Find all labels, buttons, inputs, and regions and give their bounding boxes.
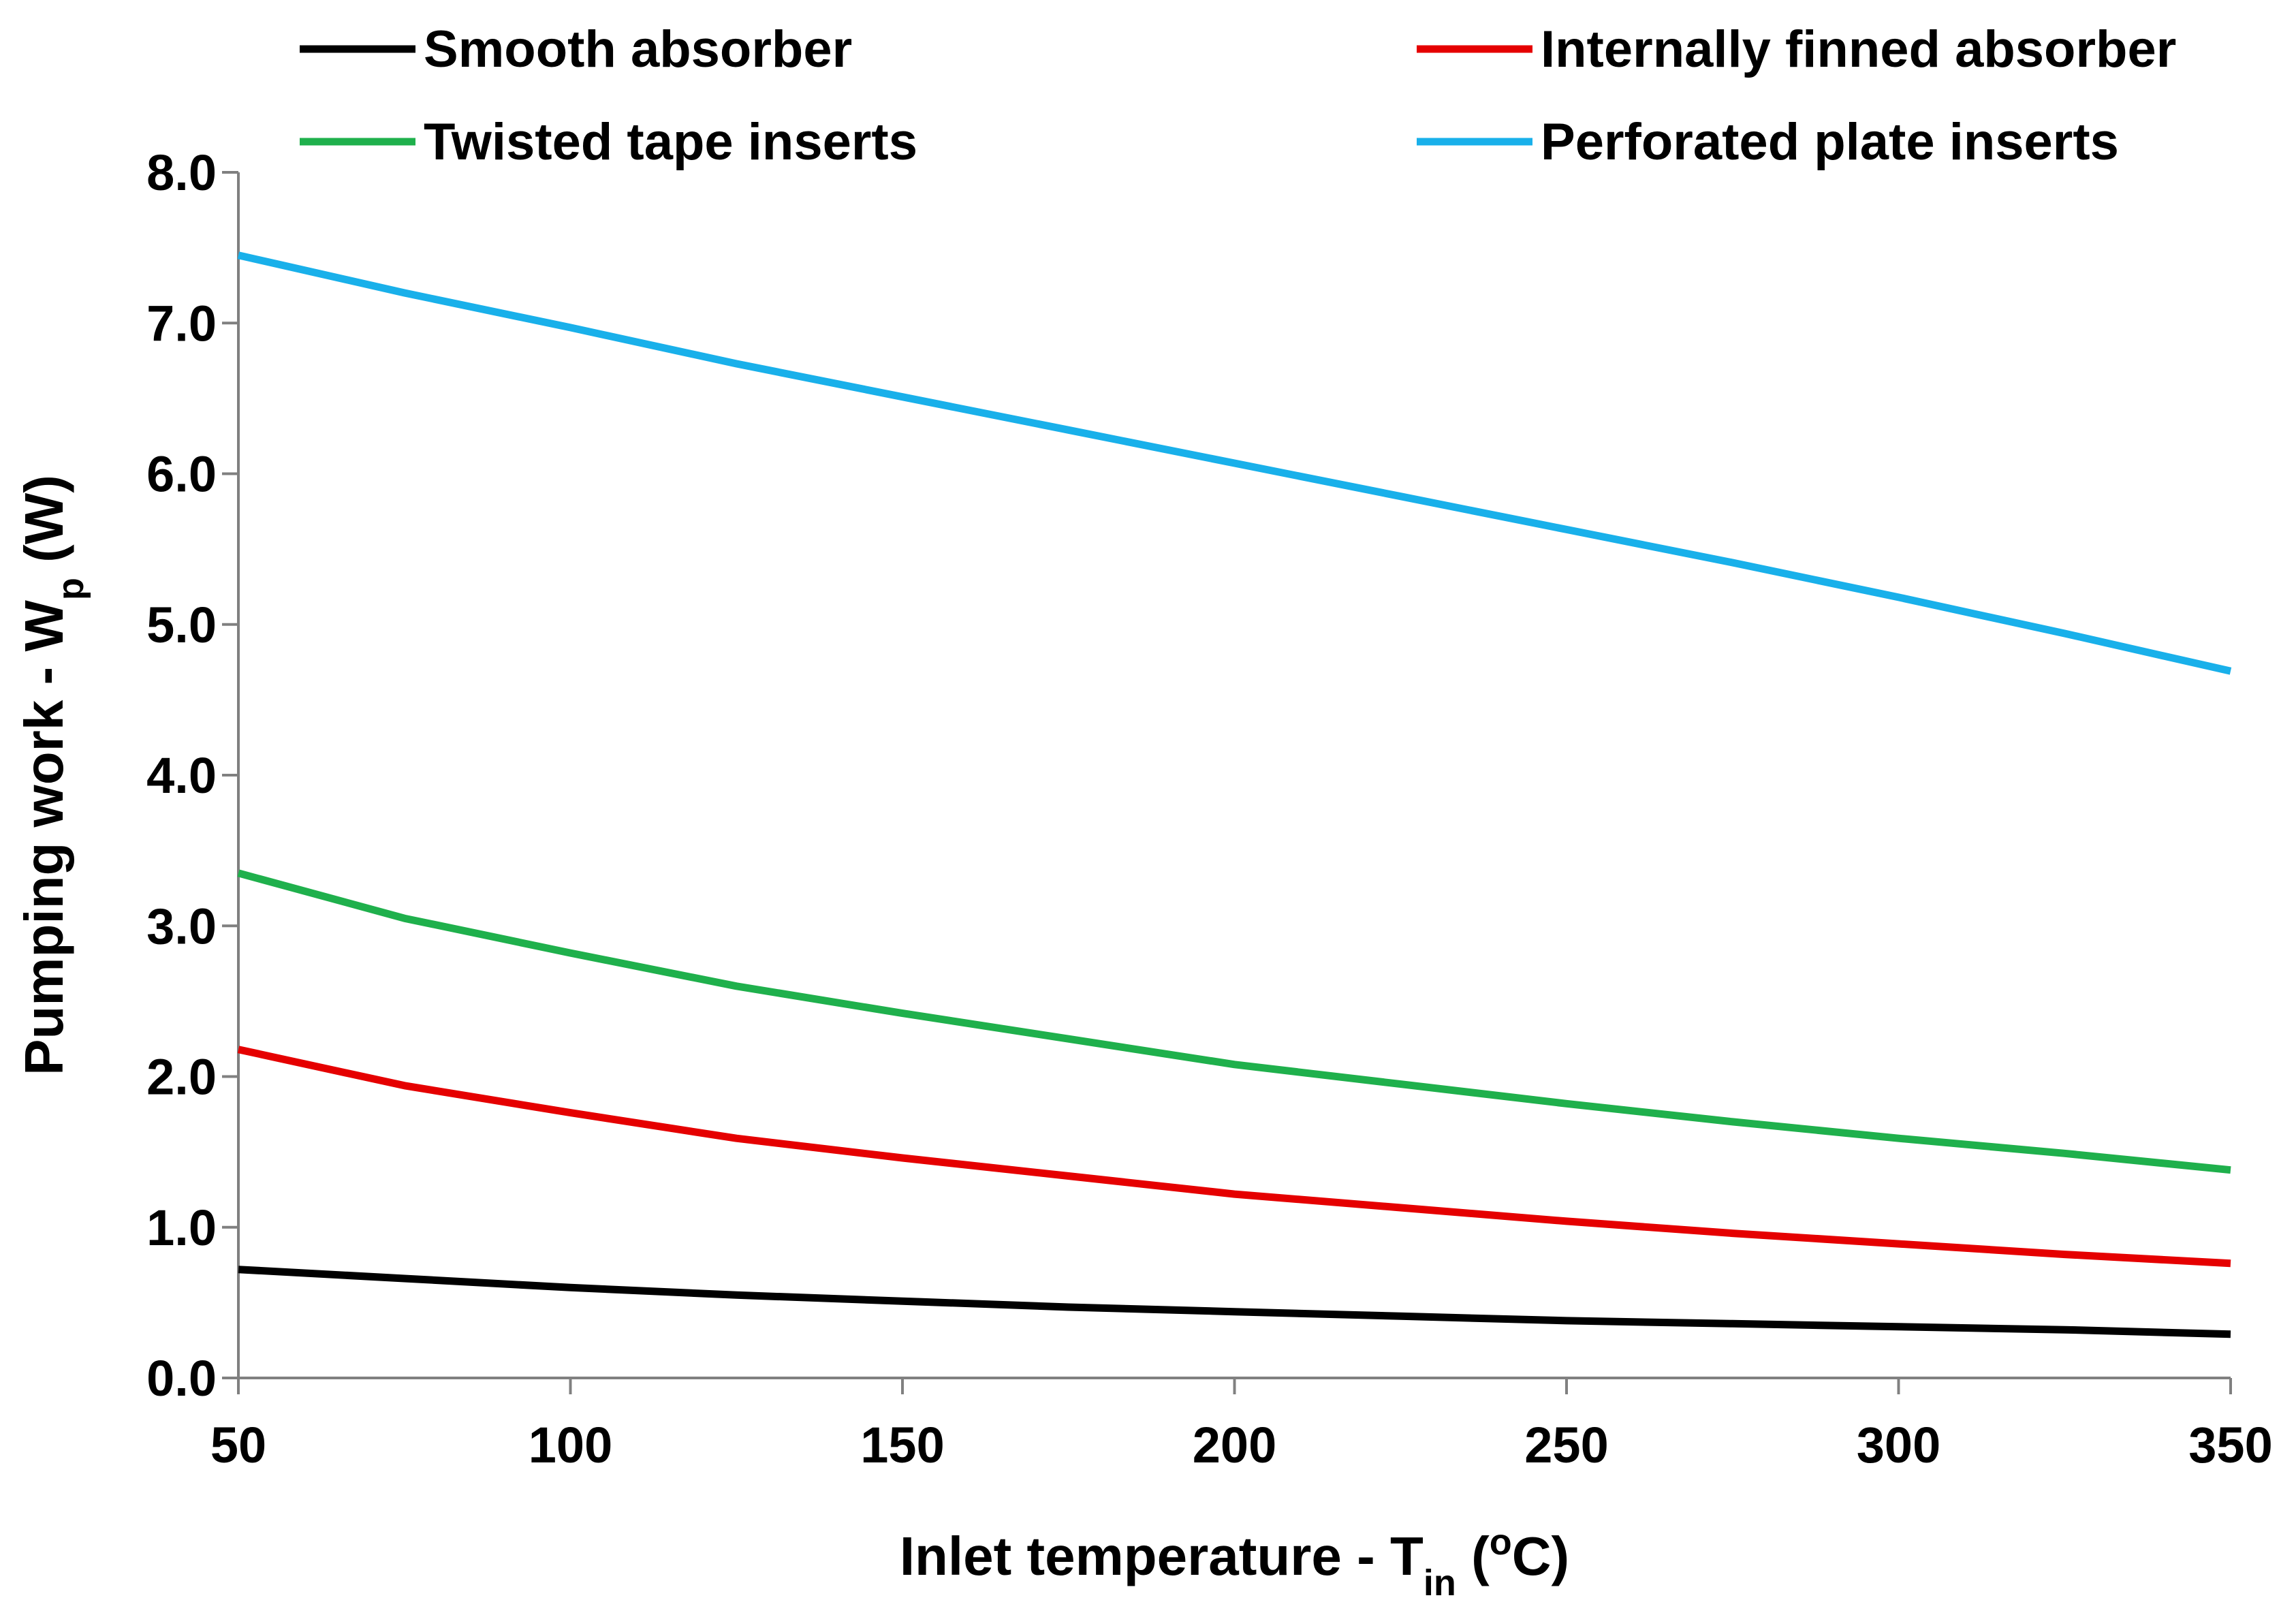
legend-label-perforated-plate-inserts: Perforated plate inserts	[1541, 113, 2119, 171]
x-axis: 50 100 150 200 250 300 350	[210, 1377, 2273, 1473]
y-tick-label: 0.0	[146, 1350, 217, 1407]
x-tick-label: 50	[210, 1417, 266, 1473]
x-tick-label: 250	[1524, 1417, 1608, 1473]
plot-series	[237, 251, 2232, 1338]
y-tick-label: 6.0	[146, 446, 217, 503]
y-tick-label: 7.0	[146, 295, 217, 351]
series-line-internally-finned-absorber	[237, 1046, 2231, 1268]
x-axis-title-sup: o	[1490, 1522, 1512, 1563]
y-axis-title: Pumping work - Wp (W)	[14, 475, 91, 1076]
y-tick-label: 1.0	[146, 1200, 217, 1256]
legend-label-internally-finned-absorber: Internally finned absorber	[1541, 20, 2176, 78]
y-tick-label: 8.0	[146, 144, 217, 201]
x-tick-label: 150	[860, 1417, 944, 1473]
y-axis-title-main: Pumping work - W	[14, 600, 74, 1076]
legend-label-twisted-tape-inserts: Twisted tape inserts	[424, 113, 917, 171]
x-axis-title: Inlet temperature - Tin (oC)	[900, 1522, 1569, 1603]
y-tick-label: 5.0	[146, 597, 217, 653]
y-tick-label: 3.0	[146, 898, 217, 954]
legend: Smooth absorber Internally finned absorbe…	[300, 20, 2176, 171]
y-tick-label: 2.0	[146, 1049, 217, 1106]
y-axis: 0.0 1.0 2.0 3.0 4.0 5.0 6.0 7.0 8.0	[146, 144, 240, 1407]
x-axis-title-tail: C)	[1512, 1526, 1569, 1586]
x-axis-title-sub: in	[1424, 1563, 1456, 1603]
legend-label-smooth-absorber: Smooth absorber	[424, 20, 852, 78]
series-line-smooth-absorber	[238, 1266, 2231, 1338]
x-tick-label: 350	[2188, 1417, 2272, 1473]
x-tick-label: 300	[1857, 1417, 1940, 1473]
x-tick-label: 200	[1193, 1417, 1276, 1473]
x-tick-label: 100	[529, 1417, 612, 1473]
series-line-perforated-plate-inserts	[237, 251, 2232, 675]
y-axis-title-tail: (W)	[14, 475, 74, 578]
y-axis-title-sub: p	[50, 578, 91, 600]
series-line-twisted-tape-inserts	[237, 869, 2231, 1174]
y-tick-label: 4.0	[146, 747, 217, 804]
x-axis-title-after-sub: (	[1456, 1526, 1490, 1586]
x-axis-title-main: Inlet temperature - T	[900, 1526, 1424, 1586]
